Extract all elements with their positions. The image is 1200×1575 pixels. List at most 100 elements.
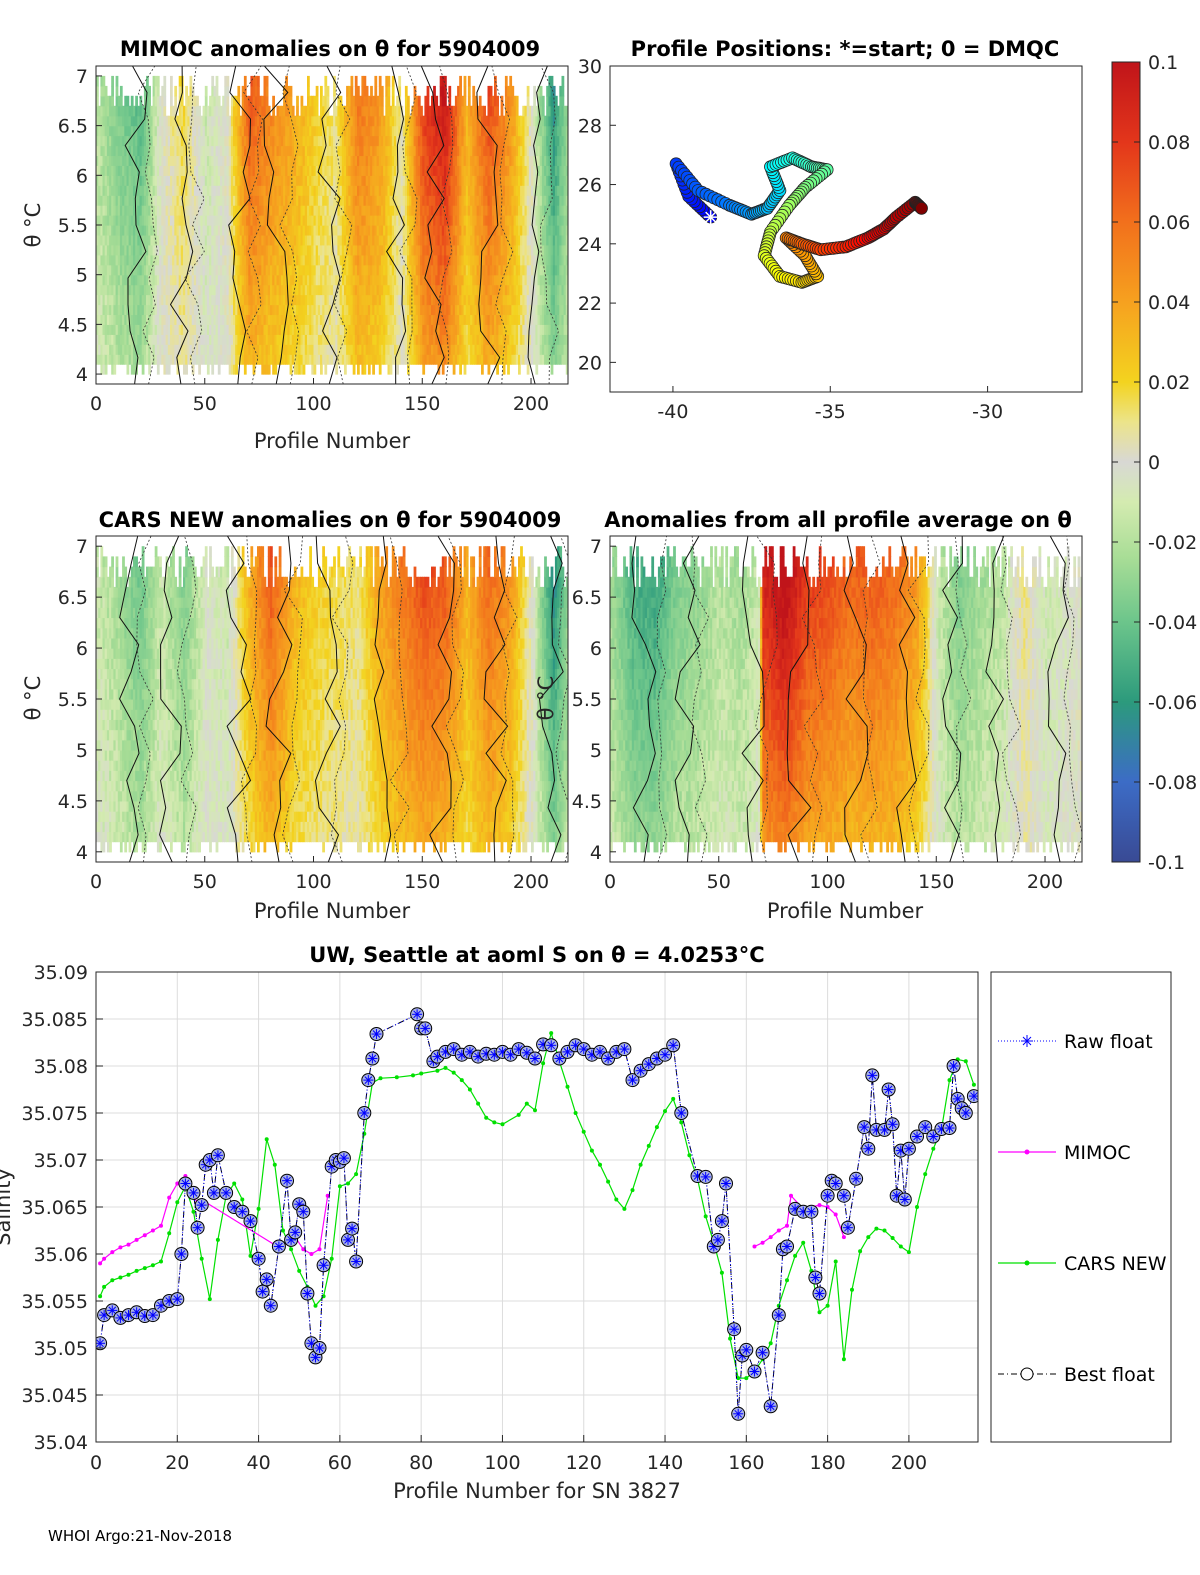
heatmap-cell bbox=[104, 185, 108, 196]
heatmap-cell bbox=[261, 225, 265, 236]
heatmap-cell bbox=[150, 195, 154, 206]
heatmap-cell bbox=[326, 354, 330, 365]
heatmap-cell bbox=[404, 354, 408, 365]
heatmap-cell bbox=[228, 364, 232, 375]
heatmap-cell bbox=[402, 354, 406, 365]
heatmap-cell bbox=[483, 205, 486, 216]
heatmap-cell bbox=[274, 215, 278, 226]
heatmap-cell bbox=[137, 344, 141, 355]
heatmap-cell bbox=[324, 165, 328, 176]
heatmap-cell bbox=[237, 125, 241, 137]
heatmap-cell bbox=[459, 135, 462, 147]
heatmap-cell bbox=[252, 254, 256, 266]
heatmap-cell bbox=[191, 364, 195, 375]
heatmap-cell bbox=[439, 354, 443, 365]
heatmap-cell bbox=[354, 125, 358, 137]
heatmap-cell bbox=[435, 254, 439, 266]
heatmap-cell bbox=[311, 364, 315, 375]
heatmap-cell bbox=[380, 165, 384, 176]
heatmap-cell bbox=[150, 105, 154, 117]
heatmap-cell bbox=[304, 314, 308, 325]
heatmap-cell bbox=[415, 195, 419, 206]
heatmap-cell bbox=[422, 205, 426, 216]
heatmap-cell bbox=[152, 185, 156, 196]
heatmap-cell bbox=[387, 185, 391, 196]
heatmap-cell bbox=[322, 105, 325, 117]
heatmap-cell bbox=[150, 225, 154, 236]
heatmap-cell bbox=[174, 274, 178, 286]
heatmap-cell bbox=[213, 195, 217, 206]
heatmap-cell bbox=[454, 334, 458, 345]
heatmap-cell bbox=[461, 234, 465, 246]
heatmap-cell bbox=[467, 125, 471, 137]
heatmap-cell bbox=[172, 185, 175, 196]
heatmap-cell bbox=[415, 274, 419, 286]
heatmap-cell bbox=[335, 364, 339, 375]
heatmap-cell bbox=[150, 324, 154, 335]
heatmap-cell bbox=[298, 155, 302, 166]
heatmap-cell bbox=[454, 274, 458, 286]
heatmap-cell bbox=[163, 215, 167, 226]
heatmap-cell bbox=[378, 225, 382, 236]
heatmap-cell bbox=[302, 185, 306, 196]
heatmap-cell bbox=[150, 274, 154, 286]
heatmap-cell bbox=[250, 145, 254, 157]
heatmap-cell bbox=[441, 254, 445, 266]
heatmap-cell bbox=[113, 244, 117, 256]
heatmap-cell bbox=[252, 215, 256, 226]
heatmap-cell bbox=[98, 125, 101, 137]
heatmap-cell bbox=[333, 185, 336, 196]
heatmap-cell bbox=[396, 244, 399, 256]
heatmap-cell bbox=[270, 205, 273, 216]
heatmap-cell bbox=[404, 95, 408, 107]
heatmap-cell bbox=[152, 284, 156, 296]
heatmap-cell bbox=[283, 314, 286, 325]
heatmap-cell bbox=[185, 205, 188, 216]
heatmap-cell bbox=[444, 304, 447, 316]
heatmap-cell bbox=[407, 95, 410, 107]
heatmap-cell bbox=[439, 85, 443, 97]
heatmap-cell bbox=[226, 234, 230, 246]
heatmap-cell bbox=[106, 185, 110, 196]
heatmap-cell bbox=[278, 334, 282, 345]
heatmap-cell bbox=[230, 105, 234, 117]
heatmap-cell bbox=[170, 215, 173, 226]
heatmap-cell bbox=[459, 195, 462, 206]
heatmap-cell bbox=[385, 225, 389, 236]
heatmap-cell bbox=[361, 225, 365, 236]
heatmap-cell bbox=[346, 225, 349, 236]
heatmap-cell bbox=[137, 324, 141, 335]
heatmap-cell bbox=[396, 105, 399, 117]
heatmap-cell bbox=[102, 344, 106, 355]
heatmap-cell bbox=[276, 244, 280, 256]
heatmap-cell bbox=[206, 125, 210, 137]
heatmap-cell bbox=[374, 264, 378, 276]
heatmap-cell bbox=[265, 264, 269, 276]
heatmap-cell bbox=[285, 135, 288, 147]
heatmap-cell bbox=[159, 274, 162, 286]
heatmap-cell bbox=[391, 165, 395, 176]
heatmap-cell bbox=[339, 244, 343, 256]
heatmap-cell bbox=[431, 344, 434, 355]
heatmap-cell bbox=[328, 215, 332, 226]
heatmap-cell bbox=[280, 244, 284, 256]
heatmap-cell bbox=[307, 304, 310, 316]
heatmap-cell bbox=[267, 125, 271, 137]
heatmap-cell bbox=[315, 125, 319, 137]
heatmap-cell bbox=[394, 205, 397, 216]
heatmap-cell bbox=[135, 155, 138, 166]
heatmap-cell bbox=[254, 284, 258, 296]
heatmap-cell bbox=[135, 314, 138, 325]
heatmap-cell bbox=[304, 215, 308, 226]
heatmap-cell bbox=[485, 205, 489, 216]
heatmap-cell bbox=[487, 135, 491, 147]
heatmap-cell bbox=[348, 205, 352, 216]
heatmap-cell bbox=[111, 334, 114, 345]
heatmap-cell bbox=[407, 334, 410, 345]
heatmap-cell bbox=[154, 175, 158, 186]
heatmap-cell bbox=[437, 244, 441, 256]
heatmap-cell bbox=[333, 334, 336, 345]
heatmap-cell bbox=[263, 215, 267, 226]
heatmap-cell bbox=[222, 125, 225, 137]
heatmap-cell bbox=[152, 175, 156, 186]
